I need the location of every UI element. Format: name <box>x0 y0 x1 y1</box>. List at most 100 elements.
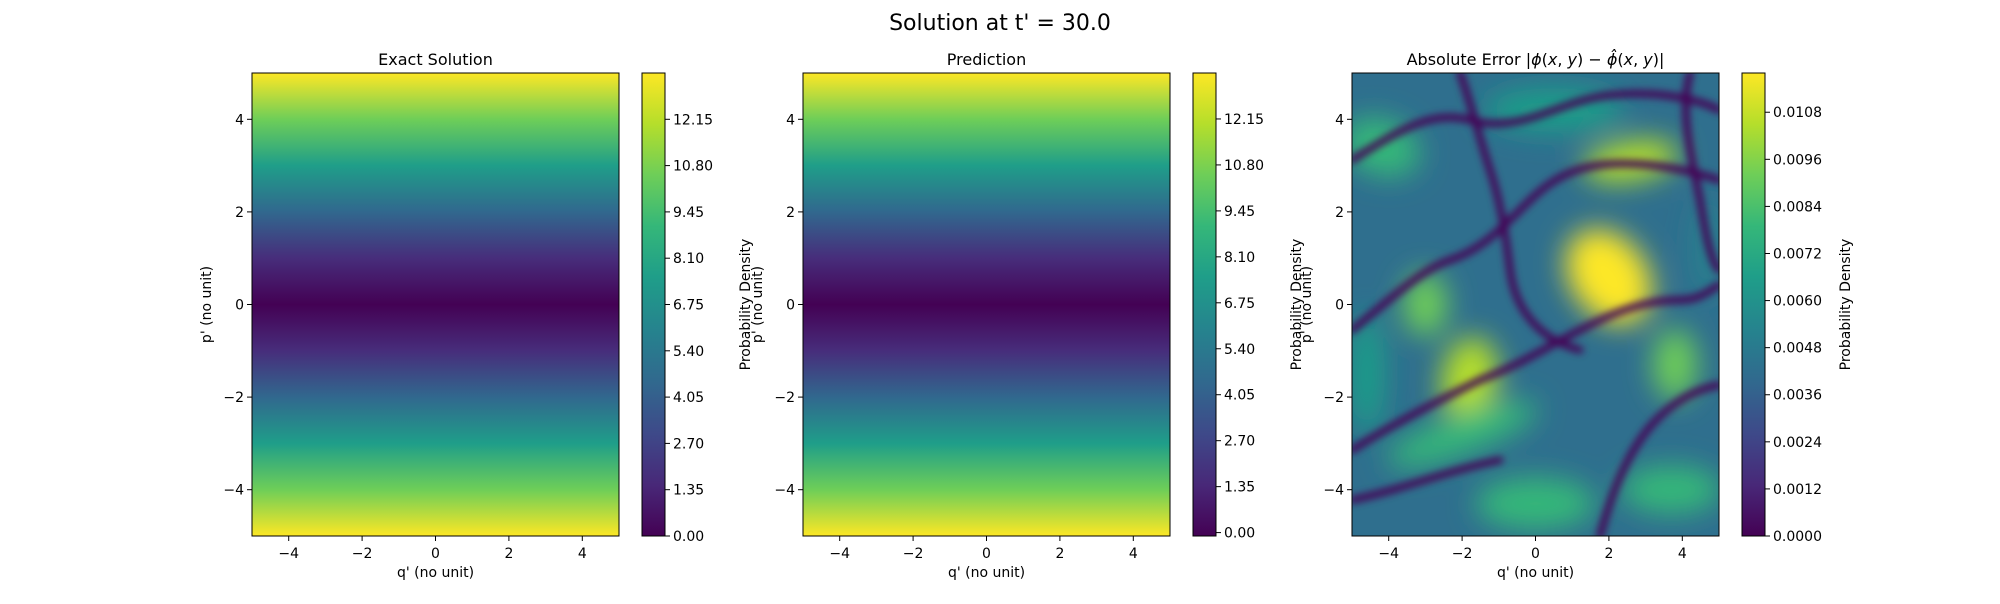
x-tick-label: 2 <box>504 546 513 562</box>
colorbar-tick-label: 6.75 <box>1224 296 1255 312</box>
x-tick-label: 4 <box>1678 546 1687 562</box>
title-part: )| <box>1653 50 1665 69</box>
heatmap-field <box>803 73 1170 536</box>
colorbar-tick-label: 12.15 <box>1224 112 1264 128</box>
y-tick-label: −4 <box>774 483 795 499</box>
y-tick-label: −2 <box>774 390 795 406</box>
title-part: x <box>1547 50 1558 69</box>
x-tick-label: 0 <box>431 546 440 562</box>
y-axis-label: p' (no unit) <box>199 266 215 343</box>
colorbar-tick-label: 6.75 <box>673 298 704 314</box>
error-lobe <box>1621 465 1719 514</box>
y-tick-label: 0 <box>786 298 795 314</box>
y-tick-label: 2 <box>786 205 795 221</box>
x-tick-label: −4 <box>829 546 850 562</box>
colorbar-label: Probability Density <box>1838 239 1854 371</box>
colorbar-tick-label: 9.45 <box>1224 204 1255 220</box>
x-tick-label: 0 <box>1531 546 1540 562</box>
figure-title: Solution at t' = 30.0 <box>889 11 1111 36</box>
colorbar-label: Probability Density <box>738 239 754 371</box>
error-lobe <box>1403 272 1448 337</box>
colorbar-tick-label: 0.0072 <box>1773 246 1822 262</box>
colorbar-tick-label: 1.35 <box>673 483 704 499</box>
colorbar-tick-label: 5.40 <box>1224 342 1255 358</box>
colorbar-tick-label: 8.10 <box>1224 250 1255 266</box>
colorbar-tick-label: 0.0000 <box>1773 529 1822 545</box>
y-tick-label: 2 <box>1335 205 1344 221</box>
y-tick-label: 0 <box>1335 298 1344 314</box>
panel-absolute-error: −4 −2 0 2 4 −4 −2 0 2 4 q' (no unit) p' (no unit) Ab… <box>1299 49 1854 581</box>
colorbar-tick-label: 0.0108 <box>1773 105 1822 121</box>
x-tick-label: 2 <box>1604 546 1613 562</box>
y-tick-label: 4 <box>786 112 795 128</box>
error-contour <box>1352 90 1719 164</box>
y-tick-label: −4 <box>1323 483 1344 499</box>
colorbar-tick-label: 0.00 <box>673 529 704 545</box>
error-lobe <box>1565 228 1653 325</box>
title-part: ) − <box>1577 50 1607 69</box>
error-contour <box>1352 456 1504 504</box>
error-lobe <box>1352 313 1385 434</box>
colorbar-tick-label: 5.40 <box>673 344 704 360</box>
colorbar-tick-label: 8.10 <box>673 251 704 267</box>
colorbar-tick-label: 9.45 <box>673 205 704 221</box>
y-tick-label: 4 <box>1335 112 1344 128</box>
x-tick-label: −2 <box>903 546 924 562</box>
x-tick-label: 4 <box>1129 546 1138 562</box>
x-tick-label: −4 <box>1378 546 1399 562</box>
title-part: x <box>1623 50 1634 69</box>
panel-title: Absolute Error |ϕ(x, y) − ϕ̂(x, y)| <box>1407 49 1665 69</box>
title-part: ( <box>1542 50 1548 69</box>
title-part: y <box>1567 50 1578 69</box>
error-contour <box>1596 381 1719 536</box>
title-part: ϕ <box>1531 50 1542 69</box>
y-axis-label: p' (no unit) <box>1299 266 1315 343</box>
colorbar <box>641 72 666 537</box>
y-tick-label: 2 <box>235 205 244 221</box>
error-heatmap-field <box>1352 73 1719 536</box>
error-lobe <box>1652 328 1697 401</box>
colorbar-tick-label: 0.00 <box>1224 526 1255 542</box>
error-contour <box>1352 160 1719 334</box>
colorbar-tick-label: 0.0048 <box>1773 341 1822 357</box>
x-tick-label: 2 <box>1055 546 1064 562</box>
y-tick-label: −4 <box>223 483 244 499</box>
x-tick-label: 4 <box>578 546 587 562</box>
y-tick-label: −2 <box>223 390 244 406</box>
error-contour <box>1456 73 1584 354</box>
error-lobe <box>1475 477 1596 530</box>
heatmap-field <box>252 73 619 536</box>
x-axis-label: q' (no unit) <box>1497 565 1574 581</box>
colorbar-tick-label: 0.0024 <box>1773 435 1822 451</box>
colorbar-label: Probability Density <box>1289 239 1305 371</box>
colorbar-tick-label: 0.0084 <box>1773 199 1822 215</box>
title-part: y <box>1642 50 1653 69</box>
panel-exact-solution: −4 −2 0 2 4 −4 −2 0 2 4 q' (no unit) p' (no unit) Ex… <box>199 50 754 581</box>
title-part: ϕ̂ <box>1607 49 1618 69</box>
panel-title: Prediction <box>947 50 1026 69</box>
colorbar-tick-label: 10.80 <box>673 159 713 175</box>
title-part: , <box>1557 50 1567 69</box>
colorbar-tick-label: 0.0012 <box>1773 482 1822 498</box>
y-tick-label: −2 <box>1323 390 1344 406</box>
colorbar-tick-label: 4.05 <box>673 390 704 406</box>
x-axis-label: q' (no unit) <box>397 565 474 581</box>
error-lobe <box>1386 400 1538 468</box>
title-part: , <box>1633 50 1643 69</box>
colorbar-tick-label: 2.70 <box>673 436 704 452</box>
y-tick-label: 0 <box>235 298 244 314</box>
error-zero-contours <box>1352 73 1719 536</box>
colorbar <box>1741 72 1766 537</box>
y-tick-label: 4 <box>235 112 244 128</box>
colorbar-tick-label: 0.0060 <box>1773 294 1822 310</box>
error-lobes <box>1352 88 1719 530</box>
colorbar-tick-label: 1.35 <box>1224 480 1255 496</box>
x-tick-label: −2 <box>1452 546 1473 562</box>
error-contour <box>1682 73 1719 274</box>
y-axis-label: p' (no unit) <box>750 266 766 343</box>
panel-title: Exact Solution <box>378 50 493 69</box>
x-tick-label: −4 <box>278 546 299 562</box>
title-part: ( <box>1617 50 1623 69</box>
colorbar <box>1192 72 1217 537</box>
